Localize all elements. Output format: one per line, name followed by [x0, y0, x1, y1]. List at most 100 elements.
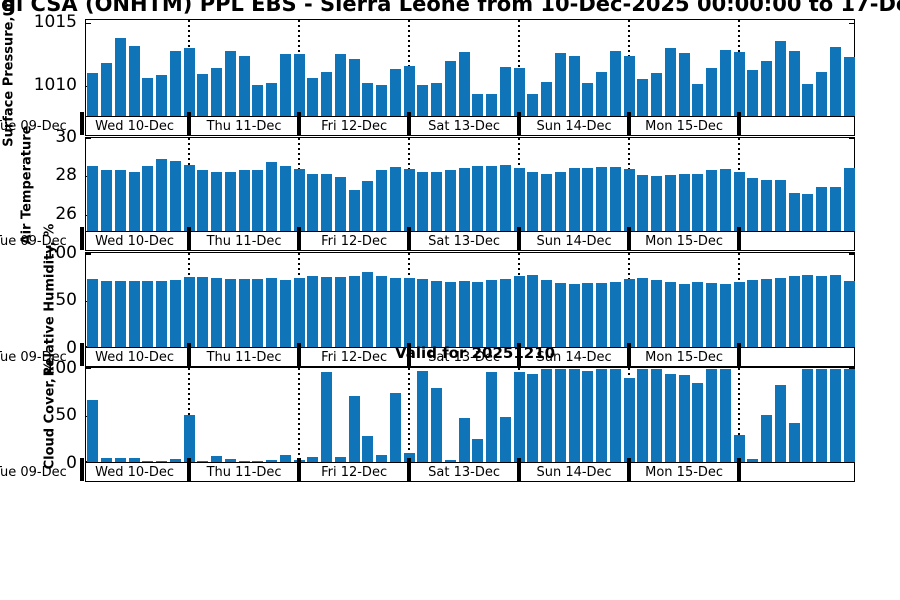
bar — [816, 187, 828, 231]
bar — [376, 170, 388, 231]
day-boundary-tick — [297, 227, 302, 250]
bar — [279, 280, 291, 347]
y-tick-label: 50 — [55, 405, 77, 425]
bar — [651, 368, 663, 462]
y-tick-label: 100 — [44, 357, 77, 378]
y-axis-label: Cloud Cover, % — [42, 360, 58, 470]
chart-title: ngi CSA (ONHTM) PPL EBS - Sierra Leone f… — [0, 0, 900, 16]
bar — [444, 282, 456, 347]
bar — [664, 175, 676, 231]
bar — [609, 368, 621, 462]
bar — [706, 368, 718, 462]
bar — [279, 166, 291, 231]
bar — [169, 50, 181, 116]
bar — [719, 284, 731, 347]
bar — [101, 281, 113, 347]
bar — [788, 275, 800, 347]
day-boundary-tick — [80, 343, 84, 366]
day-label: Sun 14-Dec — [536, 118, 612, 134]
bar — [719, 49, 731, 116]
day-label: Fri 12-Dec — [321, 118, 388, 134]
bar — [252, 170, 264, 231]
day-boundary-tick — [187, 227, 192, 250]
bar — [527, 172, 539, 231]
bar — [486, 165, 498, 231]
bar — [238, 55, 250, 116]
bar — [816, 275, 828, 347]
bar — [486, 93, 498, 116]
bar — [499, 66, 511, 116]
bar — [554, 283, 566, 347]
day-boundary-tick — [187, 112, 192, 135]
day-label-row: Tue 09-Dec Wed 10-Dec Thu 11-Dec Fri 12-Dec… — [0, 343, 856, 367]
day-label: Mon 15-Dec — [645, 349, 724, 365]
valid-for-label: Valid for 20251210 — [395, 344, 556, 362]
bar — [596, 368, 608, 462]
bar — [403, 65, 415, 116]
bar — [293, 169, 305, 231]
bar — [197, 276, 209, 347]
plot-area-3 — [85, 252, 855, 348]
day-label: Wed 10-Dec — [95, 349, 174, 365]
bar — [197, 74, 209, 116]
day-boundary-tick — [187, 458, 192, 481]
bar — [706, 283, 718, 347]
bar — [87, 166, 99, 231]
bar — [816, 368, 828, 462]
bar — [788, 422, 800, 462]
day-boundary-tick — [407, 227, 412, 250]
day-label: Sat 13-Dec — [428, 464, 501, 480]
bar — [568, 368, 580, 462]
bar — [431, 387, 443, 462]
day-label: Fri 12-Dec — [321, 464, 388, 480]
bar — [252, 85, 264, 116]
bar — [472, 438, 484, 462]
bar — [582, 370, 594, 462]
day-label-row: Tue 09-Dec Wed 10-Dec Thu 11-Dec Fri 12-Dec… — [0, 458, 856, 482]
bar — [224, 50, 236, 116]
day-boundary-tick — [737, 112, 742, 135]
bar — [307, 77, 319, 116]
bar — [802, 368, 814, 462]
day-label — [739, 463, 856, 481]
bar — [541, 81, 553, 116]
bar — [183, 415, 195, 462]
bar — [788, 193, 800, 231]
bar — [678, 174, 690, 231]
bar — [458, 281, 470, 347]
bar — [527, 373, 539, 462]
bar — [568, 55, 580, 116]
bar — [156, 158, 168, 231]
day-label: Wed 10-Dec — [95, 464, 174, 480]
day-boundary-tick — [407, 458, 412, 481]
bar — [211, 172, 223, 231]
bar — [582, 82, 594, 116]
bar — [444, 60, 456, 116]
bar — [609, 50, 621, 116]
day-label — [739, 348, 856, 366]
bar — [431, 172, 443, 231]
y-tick-label: 0 — [66, 452, 77, 473]
bar — [486, 280, 498, 347]
bar — [623, 378, 635, 462]
bar — [816, 71, 828, 116]
bar — [307, 275, 319, 347]
bar — [637, 79, 649, 116]
day-label: Sat 13-Dec — [428, 233, 501, 249]
y-tick-mark — [849, 22, 854, 25]
bar — [499, 279, 511, 347]
bar — [458, 418, 470, 462]
bar — [142, 166, 154, 231]
bar — [431, 281, 443, 347]
bar — [513, 68, 525, 116]
bar — [142, 77, 154, 116]
plot-area-4 — [85, 367, 855, 463]
bar — [651, 72, 663, 116]
bar — [334, 457, 346, 462]
bar — [114, 38, 126, 116]
y-tick-label: 50 — [55, 290, 77, 311]
bar — [623, 279, 635, 347]
bar — [472, 165, 484, 231]
bar — [128, 281, 140, 347]
bar — [266, 82, 278, 116]
